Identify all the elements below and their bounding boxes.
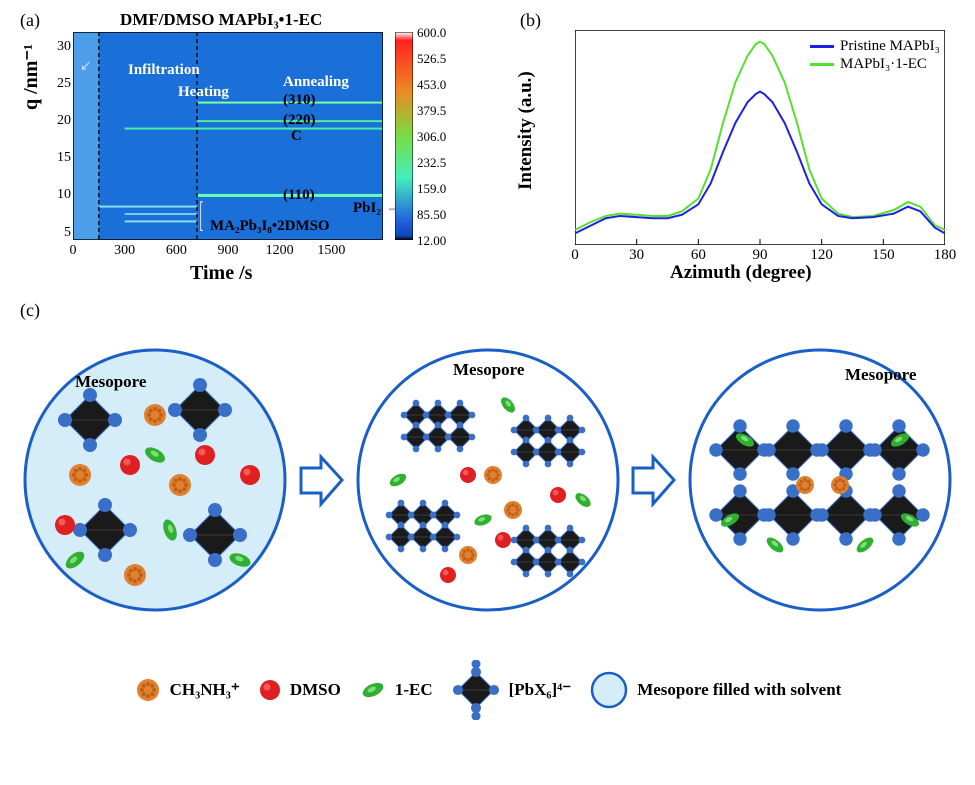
ytick: 15 — [53, 150, 71, 166]
svg-text:Mesopore: Mesopore — [845, 365, 917, 384]
legend-label: DMSO — [290, 680, 341, 700]
colorbar-tick: 85.50 — [417, 207, 446, 223]
peak-label: (220) — [283, 112, 316, 129]
dmso-icon — [258, 678, 282, 702]
ytick: 25 — [53, 76, 71, 92]
xtick: 600 — [161, 243, 191, 259]
mesopore-1: Mesopore — [20, 345, 290, 615]
xtick: 1500 — [316, 243, 346, 259]
colorbar-tick: 306.0 — [417, 129, 446, 145]
legend-item: 1-EC — [359, 680, 433, 700]
colorbar-tick: 12.00 — [417, 233, 446, 249]
panel-c-tag: (c) — [20, 300, 40, 321]
colorbar-tick: 453.0 — [417, 77, 446, 93]
panel-c: (c) Mesopore Mesopore Mesopore CH₃NH₃⁺ DM… — [20, 300, 955, 780]
mesopore-row: Mesopore Mesopore Mesopore — [20, 330, 955, 630]
legend-item: [PbX₆]⁴⁻ — [451, 660, 572, 720]
legend-swatch — [810, 45, 834, 48]
bracket-icon: [ — [199, 194, 203, 236]
panel-a-xlabel: Time /s — [190, 262, 252, 285]
colorbar-tick: 232.5 — [417, 155, 446, 171]
stage-label: Infiltration — [128, 62, 200, 79]
heatmap — [73, 32, 383, 240]
stage-label: Heating — [178, 84, 229, 101]
legend-item: CH₃NH₃⁺ — [134, 676, 240, 704]
xtick: 120 — [810, 247, 834, 264]
panel-b: (b) Intensity (a.u.) Azimuth (degree) Pr… — [520, 10, 960, 290]
xtick: 0 — [58, 243, 88, 259]
colorbar-tick: 379.5 — [417, 103, 446, 119]
mesopore-icon — [589, 670, 629, 710]
colorbar — [395, 32, 413, 240]
legend-item: Pristine MAPbI₃ — [810, 38, 940, 55]
peak-label: C — [291, 128, 302, 145]
xtick: 90 — [748, 247, 772, 264]
panel-b-ylabel: Intensity (a.u.) — [515, 71, 537, 190]
schematic-legend: CH₃NH₃⁺ DMSO 1-EC [PbX₆]⁴⁻ Mesopore filled w… — [20, 660, 955, 720]
stage-label: Annealing — [283, 74, 349, 91]
panel-a: (a) DMF/DMSO MAPbI₃•1-EC q /nm⁻¹ Time /s… — [20, 10, 500, 290]
colorbar-tick: 600.0 — [417, 25, 446, 41]
legend-item: Mesopore filled with solvent — [589, 670, 841, 710]
xtick: 150 — [871, 247, 895, 264]
ch3nh3-icon — [134, 676, 162, 704]
ec-icon — [359, 680, 387, 700]
legend-label: MAPbI₃·1-EC — [840, 56, 927, 73]
colorbar-tick: 159.0 — [417, 181, 446, 197]
peak-label: PbI₂ — [353, 200, 381, 217]
xtick: 1200 — [265, 243, 295, 259]
svg-text:Mesopore: Mesopore — [75, 372, 147, 391]
peak-label: (110) — [283, 187, 315, 204]
xtick: 30 — [625, 247, 649, 264]
ytick: 10 — [53, 187, 71, 203]
legend-swatch — [810, 63, 834, 66]
legend-label: Pristine MAPbI₃ — [840, 38, 940, 55]
mesopore-2: Mesopore — [353, 345, 623, 615]
arrow-icon — [631, 453, 676, 508]
ytick: 5 — [53, 225, 71, 241]
xtick: 60 — [686, 247, 710, 264]
ytick: 20 — [53, 113, 71, 129]
colorbar-tick: 526.5 — [417, 51, 446, 67]
octahedron-icon — [453, 660, 499, 720]
legend-item: MAPbI₃·1-EC — [810, 56, 927, 73]
legend-label: Mesopore filled with solvent — [637, 680, 841, 700]
arrow-icon: ↙ — [80, 58, 92, 75]
panel-b-xlabel: Azimuth (degree) — [670, 262, 812, 284]
panel-a-title: DMF/DMSO MAPbI₃•1-EC — [120, 10, 322, 30]
panel-b-tag: (b) — [520, 10, 541, 31]
xtick: 180 — [933, 247, 957, 264]
octahedron-icon — [451, 660, 501, 720]
legend-item: DMSO — [258, 678, 341, 702]
mesopore-3: Mesopore — [685, 345, 955, 615]
peak-label: MA₂Pb₃I₈•2DMSO — [210, 218, 330, 235]
peak-label: (310) — [283, 92, 316, 109]
xtick: 0 — [563, 247, 587, 264]
legend-label: 1-EC — [395, 680, 433, 700]
xtick: 300 — [110, 243, 140, 259]
arrow-icon — [299, 453, 344, 508]
legend-label: [PbX₆]⁴⁻ — [509, 680, 572, 700]
panel-a-tag: (a) — [20, 10, 40, 31]
legend-label: CH₃NH₃⁺ — [170, 680, 240, 700]
xtick: 900 — [213, 243, 243, 259]
svg-text:Mesopore: Mesopore — [453, 360, 525, 379]
ytick: 30 — [53, 39, 71, 55]
panel-a-ylabel: q /nm⁻¹ — [18, 44, 43, 110]
